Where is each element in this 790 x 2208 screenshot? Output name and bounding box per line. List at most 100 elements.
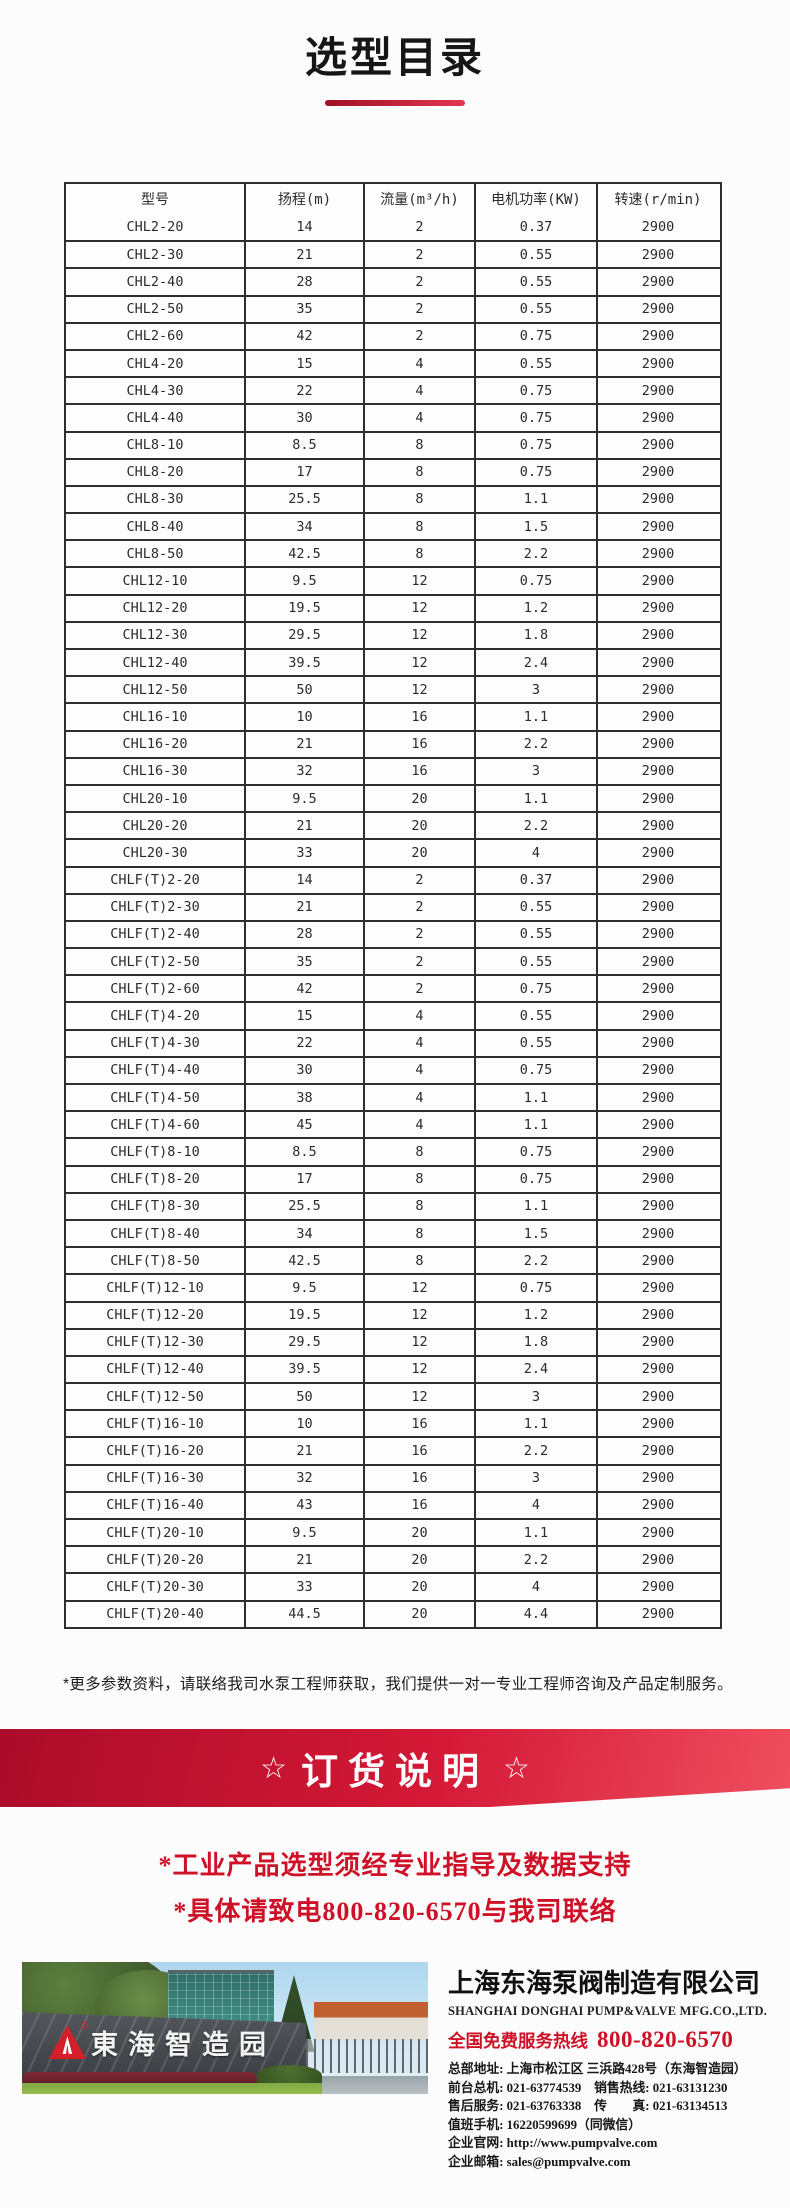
table-cell: 0.55 (476, 1003, 598, 1029)
table-cell: 2900 (641, 1225, 675, 1242)
table-cell: 2900 (641, 301, 675, 318)
table-cell: 38 (246, 1085, 365, 1111)
table-row: CHL2-30 21 2 0.55 2900 (66, 240, 720, 268)
table-cell: 0.75 (476, 405, 598, 431)
table-cell: CHLF(T)12-10 (66, 1275, 246, 1301)
hotline-label: 全国免费服务热线 (448, 2031, 588, 2051)
table-row: CHL8-40 34 8 1.5 2900 (66, 512, 720, 540)
table-cell: 1.1 (476, 1411, 598, 1437)
table-cell: 0.75 (476, 1057, 598, 1083)
table-cell: 2900 (641, 790, 675, 807)
table-row: CHL8-20 17 8 0.75 2900 (66, 457, 720, 485)
table-row: CHL20-30 33 20 4 2900 (66, 838, 720, 866)
table-cell: 43 (246, 1492, 365, 1518)
table-cell: CHLF(T)2-60 (66, 976, 246, 1002)
star-icon: ☆ (503, 1751, 530, 1785)
table-cell: 30 (246, 405, 365, 431)
table-row: CHLF(T)12-40 39.5 12 2.4 2900 (66, 1354, 720, 1383)
table-row: CHLF(T)4-50 38 4 1.1 2900 (66, 1083, 720, 1111)
table-row: CHL2-40 28 2 0.55 2900 (66, 267, 720, 295)
table-cell: 2900 (641, 409, 675, 426)
table-cell: 1.2 (476, 595, 598, 621)
table-cell: 12 (365, 1384, 476, 1410)
table-cell: 2900 (641, 654, 675, 671)
table-cell: 1.5 (476, 1220, 598, 1247)
table-cell: CHLF(T)20-40 (66, 1601, 246, 1627)
table-cell: CHLF(T)8-50 (66, 1248, 246, 1274)
table-cell: CHL12-10 (66, 568, 246, 594)
table-cell: 34 (246, 1220, 365, 1247)
table-cell: CHL20-30 (66, 840, 246, 866)
table-row: CHLF(T)4-60 45 4 1.1 2900 (66, 1110, 720, 1138)
table-cell: 0.55 (476, 921, 598, 948)
table-cell: 10 (246, 1411, 365, 1437)
table-cell: 12 (365, 677, 476, 703)
table-row: CHL4-20 15 4 0.55 2900 (66, 348, 720, 377)
table-cell: 8 (365, 486, 476, 513)
order-banner: ☆ 订货说明 ☆ (0, 1729, 790, 1807)
table-cell: CHLF(T)2-50 (66, 949, 246, 975)
table-cell: 2900 (641, 1334, 675, 1351)
table-cell: 0.55 (476, 894, 598, 920)
table-cell: 0.75 (476, 568, 598, 594)
table-cell: 2.2 (476, 731, 598, 757)
table-cell: 2.4 (476, 1356, 598, 1383)
table-cell: CHLF(T)12-50 (66, 1384, 246, 1410)
table-cell: 25.5 (246, 486, 365, 513)
table-row: CHLF(T)20-40 44.5 20 4.4 2900 (66, 1599, 720, 1627)
table-cell: CHL20-20 (66, 813, 246, 839)
table-cell: 12 (365, 1302, 476, 1328)
table-cell: 4 (476, 1492, 598, 1518)
table-cell: 8.5 (246, 432, 365, 458)
table-cell: 33 (246, 1574, 365, 1600)
table-cell: 3 (476, 758, 598, 784)
table-cell: 12 (365, 1329, 476, 1355)
title-underline (325, 100, 465, 106)
table-cell: 2 (365, 296, 476, 322)
table-row: CHL2-60 42 2 0.75 2900 (66, 321, 720, 349)
table-cell: 12 (365, 1356, 476, 1383)
table-cell: 1.1 (476, 1193, 598, 1219)
table-cell: 8.5 (246, 1139, 365, 1165)
table-cell: CHLF(T)2-20 (66, 867, 246, 893)
table-cell: 2900 (641, 1497, 675, 1514)
table-cell: 42 (246, 976, 365, 1002)
table-cell: 2900 (641, 1252, 675, 1269)
table-cell: 25.5 (246, 1193, 365, 1219)
table-row: CHL12-20 19.5 12 1.2 2900 (66, 593, 720, 621)
table-row: CHL20-10 9.5 20 1.1 2900 (66, 783, 720, 812)
table-cell: 9.5 (246, 568, 365, 594)
table-cell: 9.5 (246, 1275, 365, 1301)
table-cell: 2.2 (476, 1438, 598, 1464)
table-cell: 2900 (641, 1035, 675, 1052)
table-cell: 2900 (641, 1008, 675, 1025)
table-cell: 29.5 (246, 622, 365, 648)
table-cell: 0.75 (476, 378, 598, 404)
table-cell: CHL4-20 (66, 350, 246, 377)
table-cell: 0.55 (476, 350, 598, 377)
catalog-table: 型号 扬程(m) 流量(m³/h) 电机功率(KW) 转速(r/min) CHL2-20… (64, 182, 722, 1629)
table-cell: 8 (365, 1193, 476, 1219)
table-row: CHL8-50 42.5 8 2.2 2900 (66, 539, 720, 567)
table-cell: 33 (246, 840, 365, 866)
table-cell: 32 (246, 1465, 365, 1491)
table-header-cell: 型号 (66, 184, 246, 213)
table-cell: 0.37 (476, 867, 598, 893)
table-cell: CHLF(T)8-20 (66, 1166, 246, 1192)
table-cell: 16 (365, 704, 476, 730)
table-row: CHL2-20 14 2 0.37 2900 (66, 213, 720, 241)
table-cell: 8 (365, 514, 476, 540)
table-cell: 10 (246, 704, 365, 730)
table-cell: 2 (365, 949, 476, 975)
table-cell: 2900 (641, 545, 675, 562)
company-name-en: SHANGHAI DONGHAI PUMP&VALVE MFG.CO.,LTD. (448, 2004, 768, 2018)
table-cell: 8 (365, 459, 476, 485)
contact-line: 值班手机: 16220599699（同微信） (448, 2117, 642, 2132)
table-cell: 2900 (641, 627, 675, 644)
table-cell: 21 (246, 1547, 365, 1573)
table-cell: 0.75 (476, 459, 598, 485)
table-cell: 34 (246, 514, 365, 540)
factory-photo: 東海智造园 (22, 1962, 428, 2094)
table-cell: CHLF(T)4-60 (66, 1112, 246, 1138)
table-cell: 2.2 (476, 813, 598, 839)
